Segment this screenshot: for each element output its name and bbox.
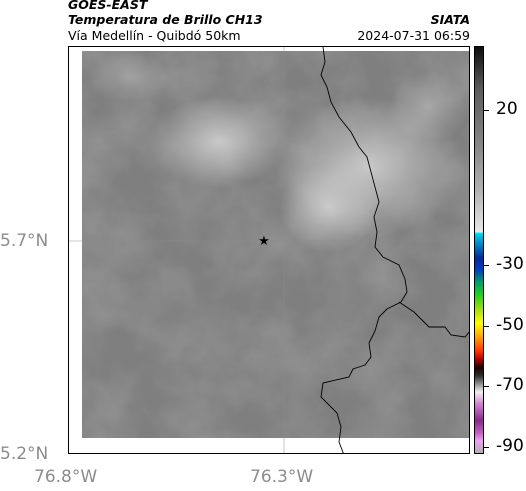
colorbar-tick [484, 447, 489, 448]
lat-label-5-2: 5.2°N [0, 444, 49, 464]
colorbar-label-minus30: -30 [496, 254, 524, 274]
timestamp-label: 2024-07-31 06:59 [357, 28, 470, 43]
colorbar-tick [484, 386, 489, 387]
location-star-marker: ★ [258, 234, 270, 249]
colorbar-label-20: 20 [496, 99, 518, 119]
source-label: GOES-EAST [68, 0, 148, 12]
colorbar-tick [484, 265, 489, 266]
lon-label-76-8: 76.8°W [34, 467, 98, 487]
chart-subtitle: Vía Medellín - Quibdó 50km [68, 28, 241, 43]
chart-title: Temperatura de Brillo CH13 [68, 12, 263, 27]
satellite-map: ★ [68, 46, 470, 454]
colorbar-tick [484, 326, 489, 327]
organization-label: SIATA [430, 12, 470, 27]
map-canvas: ★ [69, 47, 469, 453]
colorbar-label-minus90: -90 [496, 436, 524, 456]
colorbar-label-minus70: -70 [496, 375, 524, 395]
colorbar [474, 46, 484, 454]
colorbar-label-minus50: -50 [496, 315, 524, 335]
department-border [320, 47, 408, 453]
lon-label-76-3: 76.3°W [250, 467, 314, 487]
colorbar-tick [484, 110, 489, 111]
department-border-east [398, 301, 469, 338]
lat-label-5-7: 5.7°N [0, 231, 49, 251]
